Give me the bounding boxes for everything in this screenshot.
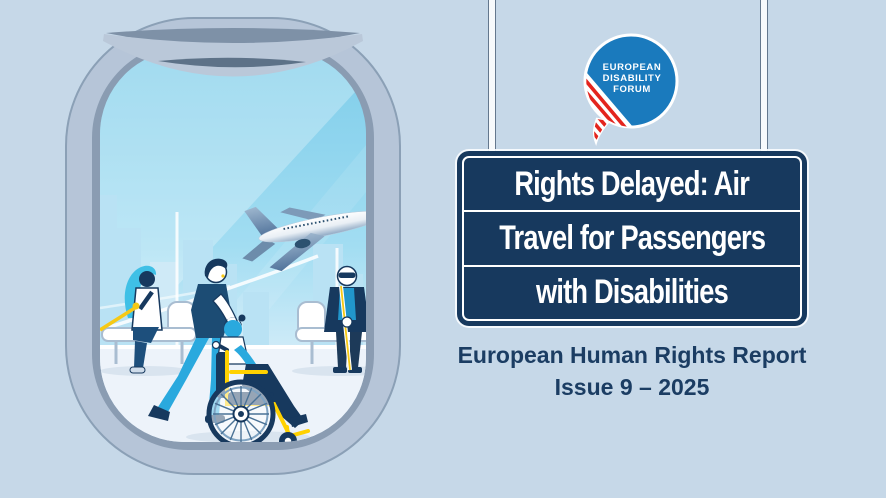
shade-panel bbox=[103, 34, 363, 77]
title-line-1: Rights Delayed: Air bbox=[514, 164, 750, 203]
sign-rod-right bbox=[760, 0, 768, 155]
airplane bbox=[242, 206, 366, 272]
title-sign: Rights Delayed: Air Travel for Passenger… bbox=[457, 151, 807, 326]
sign-rod-left bbox=[488, 0, 496, 155]
wheelchair-front-wheel bbox=[279, 432, 297, 442]
airplane-window bbox=[65, 17, 401, 475]
blind-man-with-cane bbox=[324, 265, 366, 373]
window-view bbox=[100, 50, 366, 442]
wheelchair-wheel bbox=[206, 379, 276, 442]
title-line-3: with Disabilities bbox=[536, 273, 729, 312]
logo-stripe-wedge bbox=[586, 73, 633, 128]
subtitle-line-2: Issue 9 – 2025 bbox=[554, 374, 710, 400]
title-sign-inner: Rights Delayed: Air Travel for Passenger… bbox=[462, 156, 802, 321]
seated-woman-with-crutch bbox=[100, 265, 163, 374]
title-sign-row-2: Travel for Passengers bbox=[464, 210, 800, 264]
title-sign-row-3: with Disabilities bbox=[464, 264, 800, 319]
title-sign-row-1: Rights Delayed: Air bbox=[464, 158, 800, 210]
title-line-2: Travel for Passengers bbox=[499, 218, 766, 257]
pusher-hand bbox=[211, 340, 221, 350]
sunglasses bbox=[338, 272, 356, 278]
subtitle-line-1: European Human Rights Report bbox=[457, 342, 807, 368]
logo-text-line3: FORUM bbox=[613, 84, 651, 95]
report-subtitle: European Human Rights Report Issue 9 – 2… bbox=[430, 339, 834, 403]
logo-text-line1: EUROPEAN bbox=[603, 62, 662, 73]
logo-text-line2: DISABILITY bbox=[603, 73, 662, 84]
wheelchair bbox=[206, 340, 310, 442]
shade-handle-slot bbox=[158, 57, 306, 68]
window-shade bbox=[103, 28, 363, 77]
